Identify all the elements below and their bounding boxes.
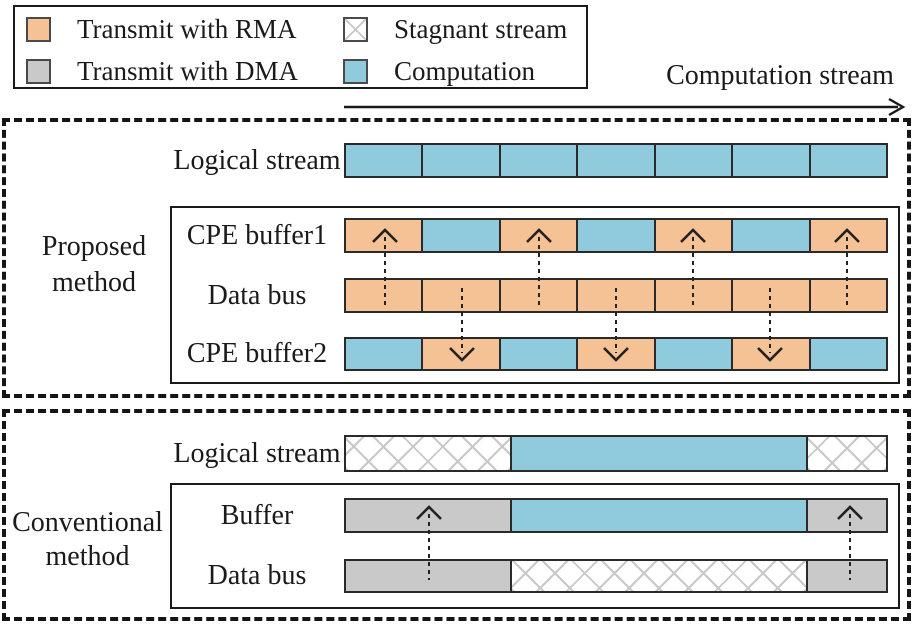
computation-stream-arrow-icon xyxy=(344,97,906,117)
computation-stream-label: Computation stream xyxy=(666,60,894,91)
segment-rma xyxy=(576,339,654,369)
bar-proposed-cpe-buffer2 xyxy=(344,337,888,371)
conventional-method-label-line2: method xyxy=(45,541,130,572)
segment-stagnant xyxy=(805,437,886,470)
legend-label: Transmit with RMA xyxy=(77,13,297,44)
segment-computation xyxy=(421,145,499,176)
proposed-method-label-line1: Proposed xyxy=(41,231,147,262)
label-cpe-buffer2: CPE buffer2 xyxy=(186,338,328,369)
segment-computation xyxy=(421,220,499,251)
segment-rma xyxy=(808,280,886,311)
segment-rma xyxy=(653,280,732,311)
segment-computation xyxy=(731,220,809,251)
conventional-method-label: Conventional method xyxy=(0,506,175,574)
segment-rma xyxy=(421,280,499,311)
proposed-method-label-line2: method xyxy=(52,267,136,298)
proposed-method-label: Proposed method xyxy=(8,229,180,301)
segment-rma xyxy=(653,220,732,251)
segment-rma xyxy=(498,280,577,311)
segment-computation xyxy=(808,339,886,369)
legend-item-dma: Transmit with DMA xyxy=(26,57,298,85)
conventional-method-label-line1: Conventional xyxy=(12,507,163,538)
legend-swatch-computation-icon xyxy=(343,58,368,84)
bar-proposed-cpe-buffer1 xyxy=(344,218,888,253)
label-buffer: Buffer xyxy=(220,499,294,531)
legend-item-computation: Computation xyxy=(343,57,535,85)
segment-computation xyxy=(498,339,577,369)
segment-computation xyxy=(576,220,654,251)
segment-rma xyxy=(731,339,809,369)
segment-rma xyxy=(576,280,654,311)
segment-computation xyxy=(653,339,732,369)
legend-swatch-rma-icon xyxy=(26,16,51,42)
label-logical-stream-proposed: Logical stream xyxy=(173,144,341,176)
segment-dma xyxy=(805,500,886,531)
segment-dma xyxy=(346,561,511,591)
segment-computation xyxy=(576,145,654,176)
segment-rma xyxy=(731,280,809,311)
proposed-section-box xyxy=(2,118,911,398)
legend-item-stagnant: Stagnant stream xyxy=(343,15,567,43)
legend-label: Transmit with DMA xyxy=(77,55,299,86)
conventional-section-box xyxy=(2,409,911,621)
label-data-bus-proposed: Data bus xyxy=(207,279,307,311)
legend-label: Stagnant stream xyxy=(394,13,568,44)
segment-rma xyxy=(346,220,422,251)
segment-computation xyxy=(346,145,422,176)
segment-stagnant xyxy=(346,437,511,470)
legend-label: Computation xyxy=(394,55,535,86)
label-data-bus-conventional: Data bus xyxy=(207,560,307,591)
segment-computation xyxy=(731,145,809,176)
segment-computation xyxy=(510,500,806,531)
segment-computation xyxy=(498,145,577,176)
bar-conventional-data-bus xyxy=(344,559,888,593)
legend-item-rma: Transmit with RMA xyxy=(26,15,297,43)
bar-proposed-logical-stream xyxy=(344,143,888,178)
segment-rma xyxy=(498,220,577,251)
segment-computation xyxy=(346,339,422,369)
label-cpe-buffer1: CPE buffer1 xyxy=(186,219,328,251)
bar-proposed-data-bus xyxy=(344,278,888,313)
segment-dma xyxy=(346,500,511,531)
segment-computation xyxy=(653,145,732,176)
segment-dma xyxy=(805,561,886,591)
bar-conventional-buffer xyxy=(344,498,888,533)
segment-computation xyxy=(808,145,886,176)
segment-rma xyxy=(346,280,422,311)
legend-swatch-dma-icon xyxy=(26,58,51,84)
segment-rma xyxy=(808,220,886,251)
segment-rma xyxy=(421,339,499,369)
bar-conventional-logical-stream xyxy=(344,435,888,472)
legend-box: Transmit with RMA Transmit with DMA Stag… xyxy=(13,5,588,89)
legend-swatch-stagnant-icon xyxy=(343,16,368,42)
segment-computation xyxy=(510,437,806,470)
label-logical-stream-conventional: Logical stream xyxy=(173,437,341,469)
segment-stagnant xyxy=(510,561,806,591)
